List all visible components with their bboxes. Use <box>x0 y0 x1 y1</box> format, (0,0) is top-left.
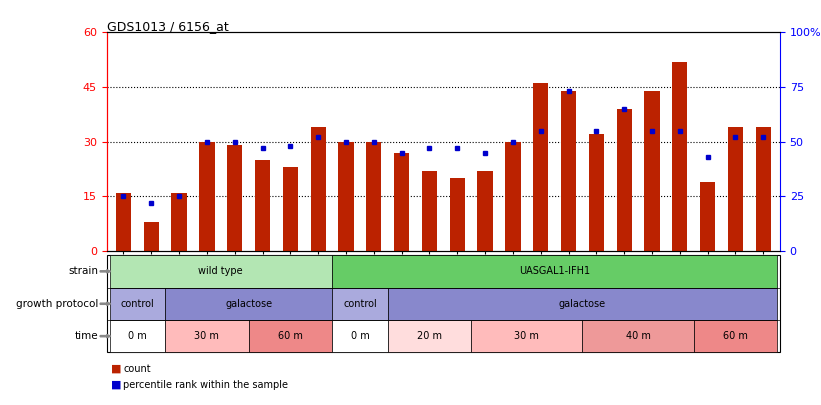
Text: growth protocol: growth protocol <box>16 299 99 309</box>
Bar <box>727 127 743 251</box>
Text: time: time <box>75 331 99 341</box>
Bar <box>533 83 548 251</box>
Text: wild type: wild type <box>199 266 243 276</box>
Text: 30 m: 30 m <box>515 331 539 341</box>
Bar <box>116 193 131 251</box>
Bar <box>755 127 771 251</box>
Text: 0 m: 0 m <box>351 331 369 341</box>
Text: galactose: galactose <box>225 299 273 309</box>
Bar <box>478 171 493 251</box>
Text: control: control <box>121 299 154 309</box>
Text: ■: ■ <box>111 364 122 373</box>
Text: count: count <box>123 364 151 373</box>
Text: GDS1013 / 6156_at: GDS1013 / 6156_at <box>107 20 228 33</box>
Text: ■: ■ <box>111 380 122 390</box>
Text: galactose: galactose <box>559 299 606 309</box>
Bar <box>617 109 632 251</box>
Text: control: control <box>343 299 377 309</box>
Text: percentile rank within the sample: percentile rank within the sample <box>123 380 288 390</box>
Bar <box>561 91 576 251</box>
Text: 60 m: 60 m <box>277 331 303 341</box>
Bar <box>282 167 298 251</box>
Bar <box>255 160 270 251</box>
Text: 0 m: 0 m <box>128 331 147 341</box>
Text: 20 m: 20 m <box>417 331 442 341</box>
Bar <box>644 91 659 251</box>
Bar <box>172 193 186 251</box>
Bar <box>144 222 159 251</box>
Bar <box>338 142 354 251</box>
Text: 60 m: 60 m <box>723 331 748 341</box>
Bar <box>672 62 687 251</box>
Bar <box>394 153 409 251</box>
Text: 40 m: 40 m <box>626 331 650 341</box>
Bar <box>366 142 382 251</box>
Text: strain: strain <box>68 266 99 276</box>
Text: UASGAL1-IFH1: UASGAL1-IFH1 <box>519 266 590 276</box>
Bar <box>310 127 326 251</box>
Bar <box>200 142 214 251</box>
Bar <box>505 142 521 251</box>
Bar <box>700 182 715 251</box>
Bar <box>227 145 242 251</box>
Text: 30 m: 30 m <box>195 331 219 341</box>
Bar <box>422 171 437 251</box>
Bar <box>450 178 465 251</box>
Bar <box>589 134 604 251</box>
